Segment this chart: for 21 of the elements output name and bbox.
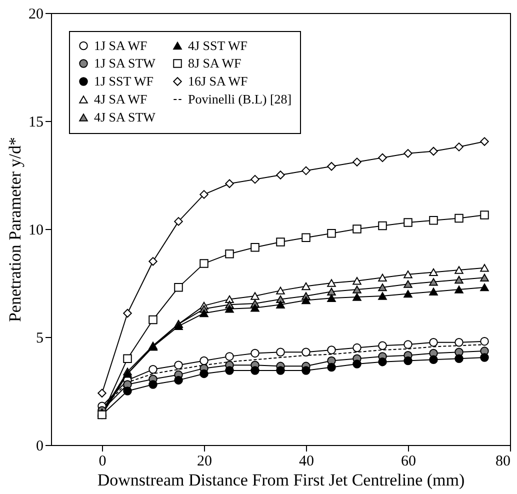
y-tick-label: 15 <box>28 114 44 130</box>
legend-label: 16J SA WF <box>188 74 248 88</box>
y-tick-label: 10 <box>28 222 44 238</box>
legend-label: 4J SST WF <box>188 38 248 53</box>
x-axis-title: Downstream Distance From First Jet Centreline (mm) <box>97 470 465 490</box>
legend-label: 8J SA WF <box>188 56 242 70</box>
x-tick-label: 40 <box>299 454 314 470</box>
y-axis-title: Penetration Parameter y/d* <box>6 136 24 322</box>
x-tick-label: 80 <box>496 454 510 470</box>
legend-label: 4J SA STW <box>94 110 156 124</box>
legend-label: 1J SA STW <box>94 56 156 70</box>
y-tick-label: 0 <box>36 438 44 454</box>
legend-label: 4J SA WF <box>94 92 148 106</box>
y-tick-label: 20 <box>28 6 44 22</box>
y-tick-label: 5 <box>36 330 44 346</box>
x-tick-label: 20 <box>197 454 212 470</box>
legend-label: 1J SST WF <box>94 74 154 88</box>
legend-label: 1J SA WF <box>94 38 148 53</box>
legend-label: Povinelli (B.L) [28] <box>188 92 292 106</box>
x-tick-label: 0 <box>98 454 106 470</box>
x-tick-label: 60 <box>401 454 416 470</box>
